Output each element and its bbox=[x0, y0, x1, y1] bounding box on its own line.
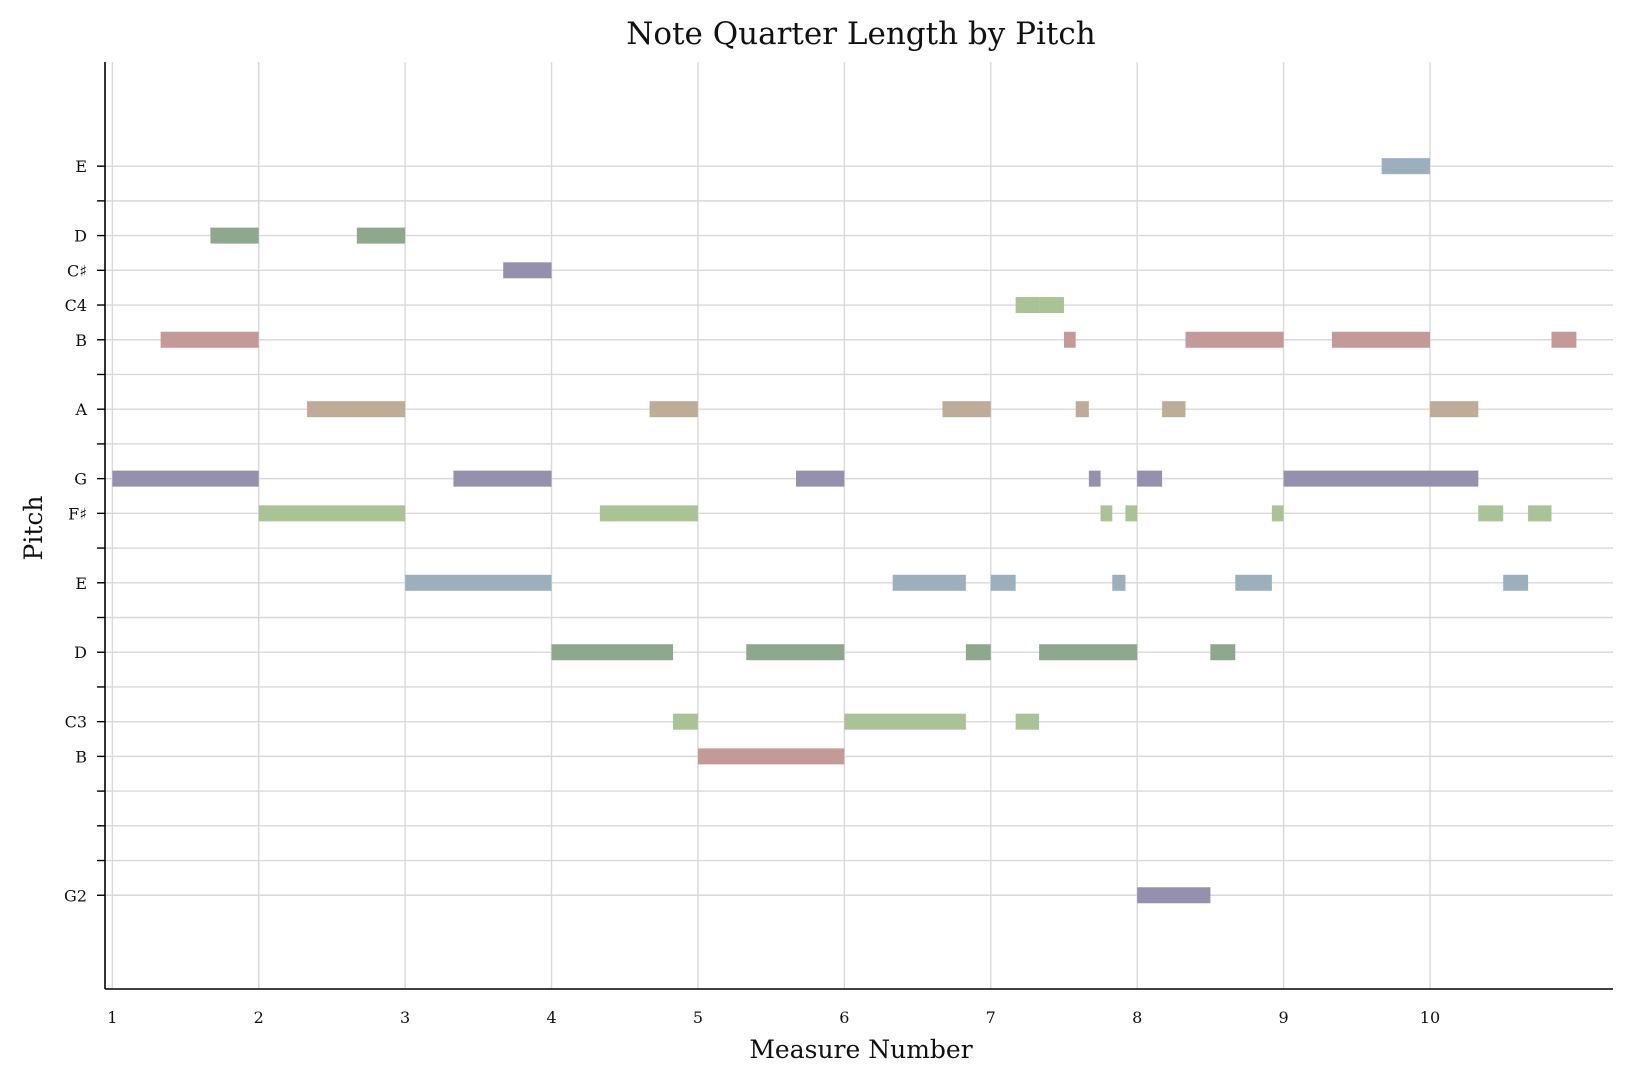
grid-lines bbox=[105, 62, 1613, 989]
x-tick-label: 10 bbox=[1420, 1008, 1440, 1027]
note-bar bbox=[1137, 887, 1211, 904]
axes bbox=[104, 62, 1613, 990]
x-tick-label: 6 bbox=[839, 1008, 849, 1027]
note-bar bbox=[1381, 158, 1430, 175]
x-tick-labels: 1 2 3 4 5 6 7 8 9 10 bbox=[107, 1008, 1440, 1027]
note-bar bbox=[892, 574, 966, 591]
x-tick-label: 9 bbox=[1278, 1008, 1288, 1027]
note-bar bbox=[503, 262, 552, 279]
note-bar bbox=[1235, 574, 1272, 591]
y-tick-label: C♯ bbox=[67, 261, 87, 280]
note-bar bbox=[112, 470, 259, 487]
note-bar bbox=[1088, 470, 1101, 487]
note-bar bbox=[942, 401, 991, 418]
note-bar bbox=[1039, 644, 1138, 661]
note-bar bbox=[673, 713, 698, 730]
note-bars bbox=[112, 158, 1577, 904]
y-tick-label: C4 bbox=[65, 296, 87, 315]
note-bar bbox=[1100, 505, 1113, 522]
y-tick-label: B bbox=[75, 747, 87, 766]
x-axis-label: Measure Number bbox=[749, 1035, 972, 1064]
note-bar bbox=[1271, 505, 1284, 522]
note-bar bbox=[1478, 505, 1504, 522]
y-tick-label: A bbox=[74, 400, 87, 419]
y-tick-label: G bbox=[74, 470, 87, 489]
note-bar bbox=[1125, 505, 1138, 522]
note-bar bbox=[844, 713, 966, 730]
note-bar bbox=[1528, 505, 1552, 522]
x-tick-label: 3 bbox=[400, 1008, 410, 1027]
y-tick-label: F♯ bbox=[68, 504, 87, 523]
note-bar bbox=[990, 574, 1016, 591]
note-bar bbox=[1075, 401, 1089, 418]
y-tick-label: D bbox=[74, 643, 87, 662]
note-bar bbox=[210, 227, 259, 244]
note-bar bbox=[599, 505, 698, 522]
y-tick-label: D bbox=[74, 227, 87, 246]
note-bar bbox=[1112, 574, 1126, 591]
note-bar bbox=[796, 470, 845, 487]
note-bar bbox=[1185, 331, 1284, 348]
x-tick-label: 4 bbox=[546, 1008, 556, 1027]
note-bar bbox=[453, 470, 552, 487]
note-bar bbox=[405, 574, 552, 591]
note-bar bbox=[649, 401, 698, 418]
note-bar bbox=[1015, 713, 1040, 730]
note-bar bbox=[1015, 297, 1040, 314]
x-tick-label: 2 bbox=[254, 1008, 264, 1027]
note-bar bbox=[258, 505, 406, 522]
note-bar bbox=[1429, 470, 1479, 487]
note-bar bbox=[1331, 331, 1430, 348]
note-bar bbox=[746, 644, 845, 661]
note-bar bbox=[1063, 331, 1076, 348]
y-tick-label: E bbox=[75, 574, 87, 593]
y-tick-labels: G2 B C3 D E F♯ G A B C4 C♯ D E bbox=[64, 157, 105, 905]
y-tick-label: B bbox=[75, 331, 87, 350]
note-bar bbox=[1429, 401, 1479, 418]
note-bar bbox=[356, 227, 406, 244]
y-tick-label: G2 bbox=[64, 886, 87, 905]
note-bar bbox=[551, 644, 674, 661]
y-axis-label: Pitch bbox=[19, 496, 48, 561]
chart-title: Note Quarter Length by Pitch bbox=[626, 16, 1095, 52]
y-tick-label: E bbox=[75, 157, 87, 176]
x-tick-label: 5 bbox=[693, 1008, 703, 1027]
x-tick-label: 8 bbox=[1132, 1008, 1142, 1027]
note-bar bbox=[1162, 401, 1186, 418]
note-bar bbox=[1210, 644, 1236, 661]
y-tick-label: C3 bbox=[65, 713, 87, 732]
note-bar bbox=[1503, 574, 1529, 591]
note-bar bbox=[965, 644, 991, 661]
x-tick-label: 1 bbox=[107, 1008, 117, 1027]
note-bar bbox=[1039, 297, 1064, 314]
note-bar bbox=[1137, 470, 1163, 487]
note-bar bbox=[1551, 331, 1577, 348]
note-bar bbox=[697, 748, 845, 765]
note-bar bbox=[160, 331, 259, 348]
note-bar bbox=[1283, 470, 1430, 487]
x-tick-label: 7 bbox=[986, 1008, 996, 1027]
note-bar bbox=[307, 401, 406, 418]
